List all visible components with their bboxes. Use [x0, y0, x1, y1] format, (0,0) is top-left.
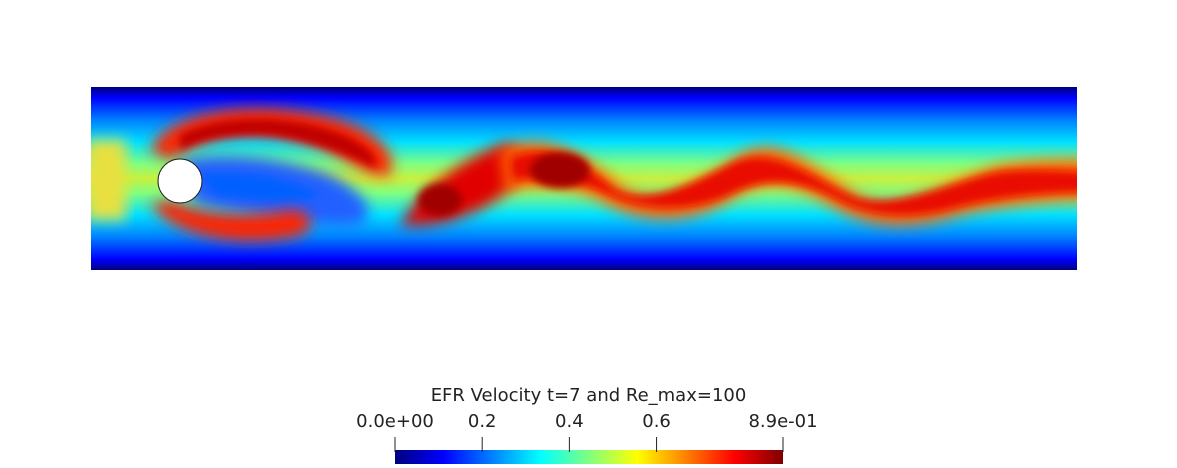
cylinder-obstacle [157, 158, 203, 204]
downstream-jet-core [510, 152, 1077, 215]
lower-shear-layer [150, 200, 311, 241]
colorbar-gradient [395, 450, 783, 464]
colorbar-tick-label: 0.2 [467, 411, 497, 432]
wake-deep-region [200, 173, 320, 201]
upper-shear-core [180, 119, 376, 168]
colorbar-tick-label: 0.4 [555, 411, 584, 432]
colorbar-tick-label: 8.9e-01 [748, 411, 818, 432]
inlet-region [91, 140, 126, 220]
colorbar-tick-label: 0.0e+00 [356, 411, 434, 432]
colorbar-tick-label: 0.6 [642, 411, 671, 432]
jet-hotspot [418, 184, 462, 216]
colorbar-title: EFR Velocity t=7 and Re_max=100 [430, 385, 747, 406]
jet-hotspot [530, 152, 590, 188]
colorbar-ticks [394, 437, 784, 452]
